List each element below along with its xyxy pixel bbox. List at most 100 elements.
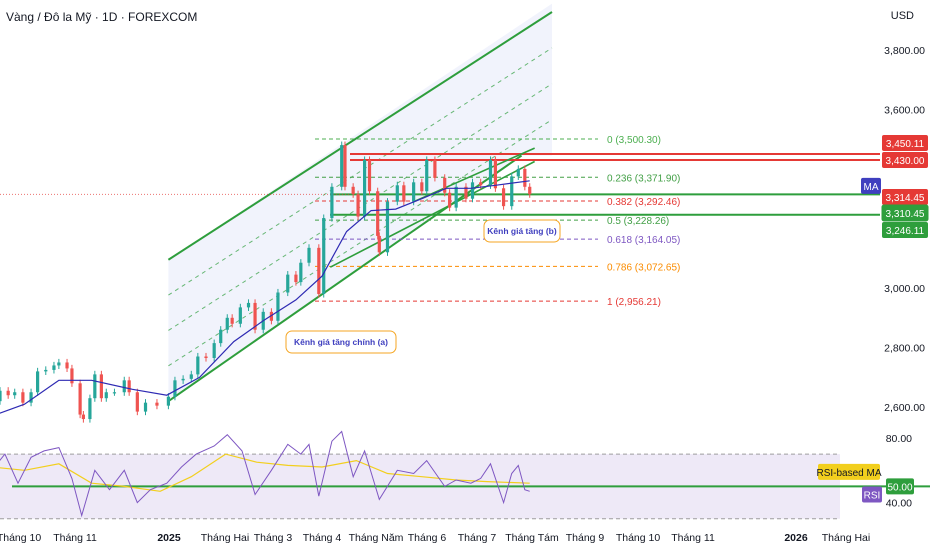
price-axis-tick: 3,800.00 bbox=[884, 45, 925, 57]
candle-body bbox=[448, 192, 452, 208]
candle-body bbox=[70, 368, 74, 384]
x-axis-label: Tháng 3 bbox=[254, 532, 293, 544]
candle-body bbox=[225, 317, 229, 330]
x-axis-label: Tháng Hai bbox=[822, 532, 870, 544]
candle-body bbox=[78, 383, 82, 415]
candle-body bbox=[88, 398, 92, 420]
candle-body bbox=[433, 159, 437, 178]
price-label-text-2: 3,314.45 bbox=[886, 193, 925, 204]
candle-body bbox=[13, 392, 17, 396]
candle-body bbox=[93, 374, 97, 399]
rsi-tag-box-2 bbox=[862, 486, 882, 503]
price-label-box-0 bbox=[882, 135, 928, 151]
price-label-box-3 bbox=[881, 204, 929, 222]
rsi-ma-line bbox=[0, 453, 530, 492]
candle-body bbox=[52, 365, 56, 370]
candle-body bbox=[189, 374, 193, 379]
x-axis-label: 2026 bbox=[784, 532, 808, 544]
candle-body bbox=[470, 182, 475, 199]
candle-body bbox=[402, 185, 406, 202]
candle-body bbox=[143, 402, 148, 412]
price-axis-tick: 3,000.00 bbox=[884, 283, 925, 295]
x-axis-label: Tháng 10 bbox=[0, 532, 41, 544]
candle-body bbox=[385, 201, 390, 253]
price-label-text-3: 3,310.45 bbox=[886, 209, 925, 220]
rsi-tag-text-0: RSI-based MA bbox=[816, 468, 881, 479]
candle-body bbox=[294, 274, 298, 283]
candle-body bbox=[204, 356, 208, 359]
x-axis-label: Tháng 4 bbox=[303, 532, 342, 544]
ma-tag-box bbox=[861, 177, 881, 194]
candle-body bbox=[246, 302, 251, 308]
candle-body bbox=[488, 159, 493, 186]
channel-b-lower-line bbox=[329, 160, 536, 268]
x-axis-label: Tháng 10 bbox=[616, 532, 661, 544]
candle-body bbox=[29, 392, 33, 403]
x-axis-label: Tháng 7 bbox=[458, 532, 497, 544]
fib-label-4: 0.618 (3,164.05) bbox=[607, 235, 680, 246]
candle-body bbox=[343, 145, 347, 187]
candle-body bbox=[377, 235, 381, 253]
fib-label-0: 0 (3,500.30) bbox=[607, 135, 661, 146]
candle-body bbox=[181, 378, 185, 381]
channel-a-callout-box bbox=[285, 330, 397, 354]
candle-body bbox=[81, 414, 85, 420]
candle-body bbox=[286, 274, 290, 293]
candle-body bbox=[317, 247, 321, 294]
x-axis-label: Tháng 9 bbox=[566, 532, 605, 544]
candle-body bbox=[99, 374, 103, 399]
candle-body bbox=[376, 191, 380, 236]
candle-body bbox=[44, 369, 48, 372]
channel-b-upper-line bbox=[413, 147, 535, 203]
rsi-tag-box-0 bbox=[818, 463, 880, 480]
candle-body bbox=[57, 362, 61, 366]
candle-body bbox=[135, 392, 139, 412]
rsi-tag-text-2: RSI bbox=[864, 491, 881, 502]
candle-body bbox=[367, 159, 372, 192]
currency-label: USD bbox=[890, 10, 914, 22]
candle-body bbox=[104, 392, 108, 399]
candle-body bbox=[112, 392, 117, 394]
candle-body bbox=[238, 307, 242, 324]
fib-label-6: 1 (2,956.21) bbox=[607, 297, 661, 308]
x-axis-label: Tháng Hai bbox=[201, 532, 249, 544]
x-axis-label: Tháng 11 bbox=[53, 532, 97, 544]
x-axis-label: Tháng 11 bbox=[671, 532, 715, 544]
rsi-line bbox=[0, 430, 530, 518]
price-label-text-1: 3,430.00 bbox=[886, 156, 925, 167]
channel-b-callout-text: Kênh giá tăng (b) bbox=[487, 226, 557, 236]
candle-body bbox=[219, 329, 223, 344]
candle-body bbox=[65, 362, 69, 369]
candle-body bbox=[351, 186, 355, 195]
candle-body bbox=[443, 177, 447, 193]
fib-label-5: 0.786 (3,072.65) bbox=[607, 262, 680, 273]
candle-body bbox=[493, 159, 497, 189]
candle-body bbox=[307, 247, 311, 263]
candle-body bbox=[510, 176, 514, 207]
candle-body bbox=[6, 390, 10, 396]
price-axis-tick: 2,600.00 bbox=[884, 402, 925, 414]
candle-body bbox=[412, 182, 416, 202]
candle-body bbox=[340, 145, 344, 187]
candle-body bbox=[173, 380, 177, 397]
candle-body bbox=[196, 356, 200, 375]
channel-a-upper-line bbox=[167, 11, 553, 261]
candle-body bbox=[36, 371, 40, 393]
candle-body bbox=[528, 186, 532, 195]
candle-body bbox=[276, 292, 280, 321]
candle-body bbox=[479, 182, 483, 186]
price-label-box-2 bbox=[882, 189, 928, 205]
candle-body bbox=[356, 194, 360, 217]
candle-body bbox=[322, 218, 326, 294]
candle-body bbox=[230, 317, 234, 324]
rsi-tag-box-1 bbox=[886, 478, 914, 495]
price-axis-tick: 3,600.00 bbox=[884, 104, 925, 116]
fib-label-3: 0.5 (3,228.26) bbox=[607, 216, 669, 227]
fib-label-1: 0.236 (3,371.90) bbox=[607, 173, 680, 184]
channel-a-lower-line bbox=[167, 154, 523, 403]
rsi-axis-tick: 40.00 bbox=[886, 498, 912, 510]
candle-body bbox=[212, 343, 216, 359]
ma-tag-text: MA bbox=[864, 182, 879, 193]
